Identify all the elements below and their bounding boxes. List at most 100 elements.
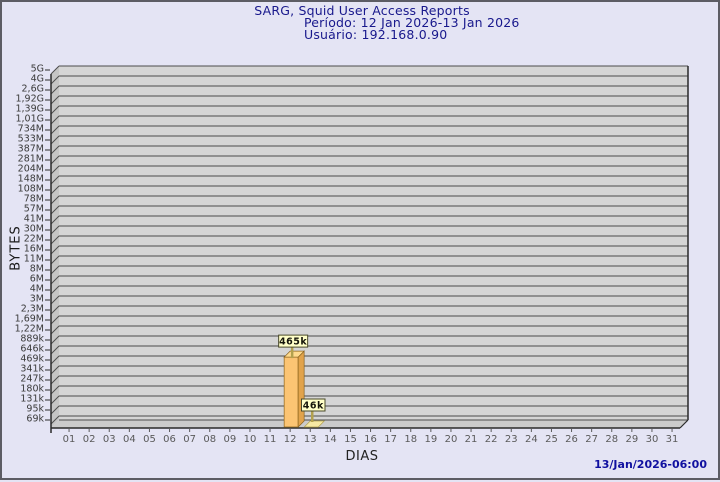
floor-right-edge: [679, 419, 689, 429]
y-tick-label: 16M: [24, 244, 44, 255]
x-tick-label: 23: [505, 434, 518, 445]
value-box: [301, 398, 326, 412]
gridline-wall-segment: [50, 335, 60, 345]
gridline-wall-segment: [50, 325, 60, 335]
x-tick-label: 03: [103, 434, 116, 445]
gridline-wall-segment: [50, 145, 60, 155]
gridline-wall-segment: [50, 345, 60, 355]
y-tick-label: 4G: [31, 74, 44, 85]
gridline-wall-segment: [50, 95, 60, 105]
x-tick-label: 27: [585, 434, 598, 445]
x-tick-label: 30: [646, 434, 659, 445]
gridline-wall-segment: [50, 225, 60, 235]
bar-front-face: [283, 356, 299, 428]
report-user: Usuário: 192.168.0.90: [304, 27, 448, 42]
x-tick-label: 24: [525, 434, 538, 445]
x-tick-label: 31: [666, 434, 679, 445]
gridline-wall-segment: [50, 415, 60, 425]
y-tick-label: 5G: [31, 64, 44, 75]
x-tick-label: 28: [605, 434, 618, 445]
x-axis-title: DIAS: [345, 449, 379, 464]
bar-flat-face: [303, 420, 326, 428]
y-tick-label: 2,3M: [21, 304, 44, 315]
y-tick-label: 22M: [24, 234, 44, 245]
value-label: 46k: [303, 401, 324, 412]
gridline-wall-segment: [50, 125, 60, 135]
y-tick-label: 1,01G: [15, 114, 44, 125]
y-tick-label: 1,69M: [15, 314, 44, 325]
bar-side-face: [297, 350, 305, 428]
x-tick-label: 05: [143, 434, 156, 445]
gridline-wall-segment: [50, 195, 60, 205]
gridline-wall-segment: [50, 175, 60, 185]
x-tick-label: 29: [625, 434, 638, 445]
y-tick-label: 95k: [26, 404, 44, 415]
y-tick-label: 4M: [30, 284, 44, 295]
gridline-wall-segment: [50, 395, 60, 405]
y-tick-label: 3M: [30, 294, 44, 305]
y-tick-label: 469k: [20, 354, 44, 365]
gridline-wall-segment: [50, 265, 60, 275]
x-tick-label: 07: [183, 434, 196, 445]
y-tick-label: 108M: [18, 184, 44, 195]
gridline-wall-segment: [50, 275, 60, 285]
y-tick-label: 69k: [26, 414, 44, 425]
gridline-wall-segment: [50, 75, 60, 85]
y-tick-label: 204M: [18, 164, 44, 175]
y-tick-label: 341k: [20, 364, 44, 375]
y-tick-label: 6M: [30, 274, 44, 285]
x-tick-label: 09: [223, 434, 236, 445]
x-tick-label: 18: [404, 434, 417, 445]
y-axis-title: BYTES: [8, 225, 24, 271]
gridline-wall-segment: [50, 155, 60, 165]
x-tick-label: 13: [304, 434, 317, 445]
y-tick-label: 889k: [20, 334, 44, 345]
gridline-wall-segment: [50, 235, 60, 245]
y-tick-label: 646k: [20, 344, 44, 355]
x-tick-label: 12: [284, 434, 297, 445]
gridline-wall-segment: [50, 85, 60, 95]
gridline-wall-segment: [50, 385, 60, 395]
gridline-wall-segment: [50, 405, 60, 415]
x-tick-label: 15: [344, 434, 357, 445]
y-tick-label: 148M: [18, 174, 44, 185]
chart-back-plane: [59, 66, 688, 420]
y-tick-label: 41M: [24, 214, 44, 225]
x-tick-label: 04: [123, 434, 136, 445]
x-tick-label: 02: [83, 434, 96, 445]
x-tick-label: 17: [384, 434, 397, 445]
y-tick-label: 281M: [18, 154, 44, 165]
y-tick-label: 30M: [24, 224, 44, 235]
x-tick-label: 21: [465, 434, 478, 445]
gridline-wall-segment: [50, 135, 60, 145]
y-tick-label: 533M: [18, 134, 44, 145]
y-tick-label: 2,6G: [22, 84, 44, 95]
x-tick-label: 11: [264, 434, 277, 445]
y-tick-label: 57M: [24, 204, 44, 215]
gridline-wall-segment: [50, 245, 60, 255]
x-tick-label: 14: [324, 434, 337, 445]
report-period: Período: 12 Jan 2026-13 Jan 2026: [304, 15, 520, 30]
gridline-wall-segment: [50, 255, 60, 265]
gridline-wall-segment: [50, 205, 60, 215]
x-tick-label: 20: [445, 434, 458, 445]
gridline-wall-segment: [50, 315, 60, 325]
report-title: SARG, Squid User Access Reports: [254, 3, 470, 18]
value-box: [278, 334, 309, 348]
x-tick-label: 19: [424, 434, 437, 445]
gridline-wall-segment: [50, 185, 60, 195]
x-tick-label: 16: [364, 434, 377, 445]
gridline-wall-segment: [50, 365, 60, 375]
y-tick-label: 247k: [20, 374, 44, 385]
x-tick-label: 10: [244, 434, 257, 445]
gridline-wall-segment: [50, 65, 60, 75]
x-tick-label: 01: [63, 434, 76, 445]
y-tick-label: 1,92G: [15, 94, 44, 105]
x-tick-label: 25: [545, 434, 558, 445]
y-tick-label: 387M: [18, 144, 44, 155]
y-tick-label: 1,39G: [15, 104, 44, 115]
y-tick-label: 734M: [18, 124, 44, 135]
gridline-wall-segment: [50, 355, 60, 365]
gridline-wall-segment: [50, 305, 60, 315]
